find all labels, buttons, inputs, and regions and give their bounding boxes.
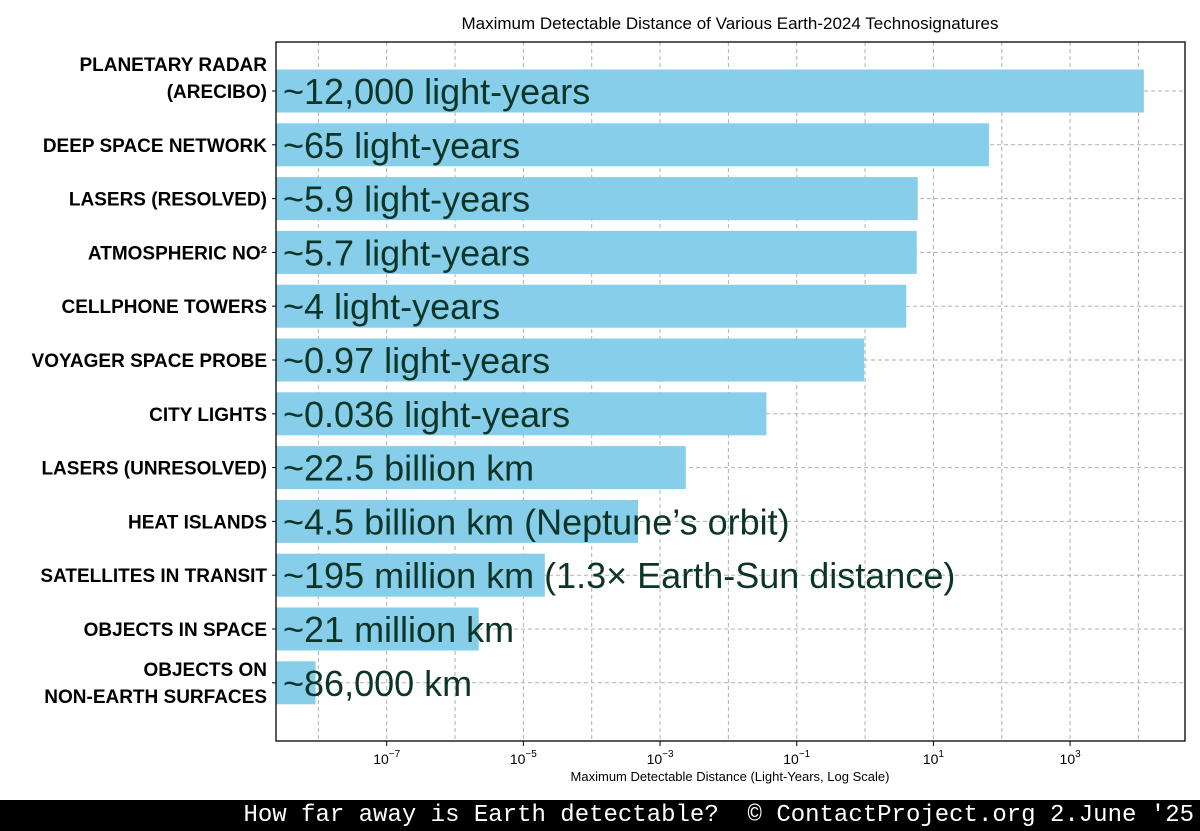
x-tick-label: 10−3	[647, 749, 674, 767]
category-label: CELLPHONE TOWERS	[62, 297, 268, 318]
bar-value-label: ~0.036 light-years	[283, 394, 570, 435]
bars: ~12,000 light-years ~65 light-years ~5.9 l…	[276, 69, 1144, 705]
bar-chart: Maximum Detectable Distance of Various E…	[32, 14, 1186, 784]
category-label: HEAT ISLANDS	[128, 512, 267, 533]
category-label: OBJECTS IN SPACE	[84, 620, 267, 641]
bar	[276, 69, 1144, 113]
x-axis-ticks: 10−7 10−5 10−3 10−1 101 103	[373, 741, 1081, 767]
category-labels: PLANETARY RADAR (ARECIBO) DEEP SPACE NETWO…	[32, 55, 276, 708]
x-tick-label: 101	[923, 749, 945, 767]
bar	[276, 392, 767, 436]
bar	[276, 123, 989, 167]
category-label: LASERS (UNRESOLVED)	[41, 459, 267, 480]
chart-title: Maximum Detectable Distance of Various E…	[461, 14, 998, 33]
bar-value-label: ~195 million km (1.3× Earth-Sun distance…	[283, 555, 955, 596]
bar	[276, 230, 917, 274]
bar	[276, 661, 316, 705]
bar-value-label: ~21 million km	[283, 609, 514, 650]
bar	[276, 446, 686, 490]
bar	[276, 284, 907, 328]
bar-value-label: ~86,000 km	[283, 663, 472, 704]
bar-value-label: ~12,000 light-years	[283, 71, 590, 112]
bar-value-label: ~22.5 billion km	[283, 448, 534, 489]
bar	[276, 338, 865, 382]
category-label: CITY LIGHTS	[149, 405, 267, 426]
bar-value-label: ~5.9 light-years	[283, 179, 530, 220]
bar	[276, 177, 918, 221]
x-tick-label: 10−1	[783, 749, 810, 767]
category-label: NON-EARTH SURFACES	[44, 687, 267, 708]
x-tick-label: 10−7	[373, 749, 400, 767]
bar-value-label: ~5.7 light-years	[283, 232, 530, 273]
category-label: DEEP SPACE NETWORK	[43, 136, 267, 157]
footer-caption: How far away is Earth detectable? © Cont…	[0, 800, 1200, 831]
x-tick-label: 10−5	[510, 749, 537, 767]
bar	[276, 499, 639, 543]
bar-value-label: ~4 light-years	[283, 286, 500, 327]
bar	[276, 553, 545, 597]
x-axis-label: Maximum Detectable Distance (Light-Years…	[571, 769, 890, 784]
category-label: LASERS (RESOLVED)	[69, 190, 267, 211]
category-label: SATELLITES IN TRANSIT	[40, 566, 267, 587]
x-tick-label: 103	[1060, 749, 1082, 767]
category-label: (ARECIBO)	[167, 82, 267, 103]
bar-value-label: ~0.97 light-years	[283, 340, 550, 381]
category-label: PLANETARY RADAR	[79, 55, 267, 76]
category-label: OBJECTS ON	[143, 660, 267, 681]
bar-value-label: ~65 light-years	[283, 125, 520, 166]
bar-value-label: ~4.5 billion km (Neptune’s orbit)	[283, 501, 790, 542]
category-label: VOYAGER SPACE PROBE	[32, 351, 267, 372]
category-label: ATMOSPHERIC NO²	[88, 243, 267, 264]
plot-frame	[275, 41, 1186, 742]
bar	[276, 607, 479, 651]
